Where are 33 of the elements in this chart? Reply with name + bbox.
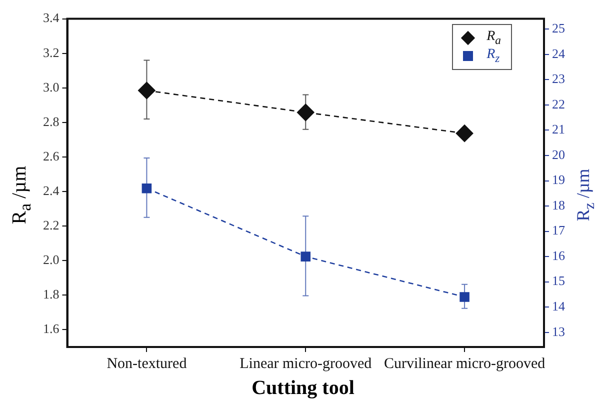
y2-tick-label: 17: [552, 222, 566, 238]
y2-tick-label: 18: [552, 197, 565, 212]
x-tick-label: Curvilinear micro-grooved: [384, 356, 546, 372]
y2-tick-label: 23: [552, 71, 565, 86]
y-tick-label: 3.2: [43, 44, 60, 60]
x-tick-label: Non-textured: [106, 356, 188, 372]
y2-tick-label: 20: [552, 146, 565, 162]
point: [456, 124, 474, 142]
y-tick-label: 3.0: [43, 79, 60, 94]
y-tick-label: 3.4: [43, 10, 60, 26]
point: [138, 82, 156, 100]
y2-tick-label: 25: [552, 20, 565, 36]
x-tick-label: Linear micro-grooved: [240, 356, 372, 372]
y2-tick-label: 16: [552, 248, 566, 263]
y-tick-label: 2.0: [43, 252, 60, 268]
point: [300, 252, 311, 262]
y-tick-label: 1.8: [43, 286, 60, 302]
y2-tick-label: 14: [552, 298, 566, 314]
y2-tick-label: 21: [552, 122, 565, 137]
y-tick-label: 2.6: [43, 148, 60, 164]
y2-tick-label: 19: [552, 172, 565, 188]
y2-tick-label: 24: [552, 46, 566, 61]
y2-tick-label: 22: [552, 96, 565, 112]
y2-tick-label: 13: [552, 324, 565, 339]
y-tick-label: 2.2: [43, 218, 60, 233]
legend-label: R$_{z}$: [486, 47, 500, 65]
y2-tick-label: 15: [552, 273, 565, 288]
y-tick-label: 2.4: [43, 182, 60, 198]
legend-label: R$_{a}$: [486, 29, 501, 47]
point: [460, 292, 470, 302]
y-tick-label: 1.6: [43, 321, 60, 336]
x-axis-title: Cutting tool: [250, 377, 356, 400]
y-tick-label: 2.8: [43, 114, 60, 129]
